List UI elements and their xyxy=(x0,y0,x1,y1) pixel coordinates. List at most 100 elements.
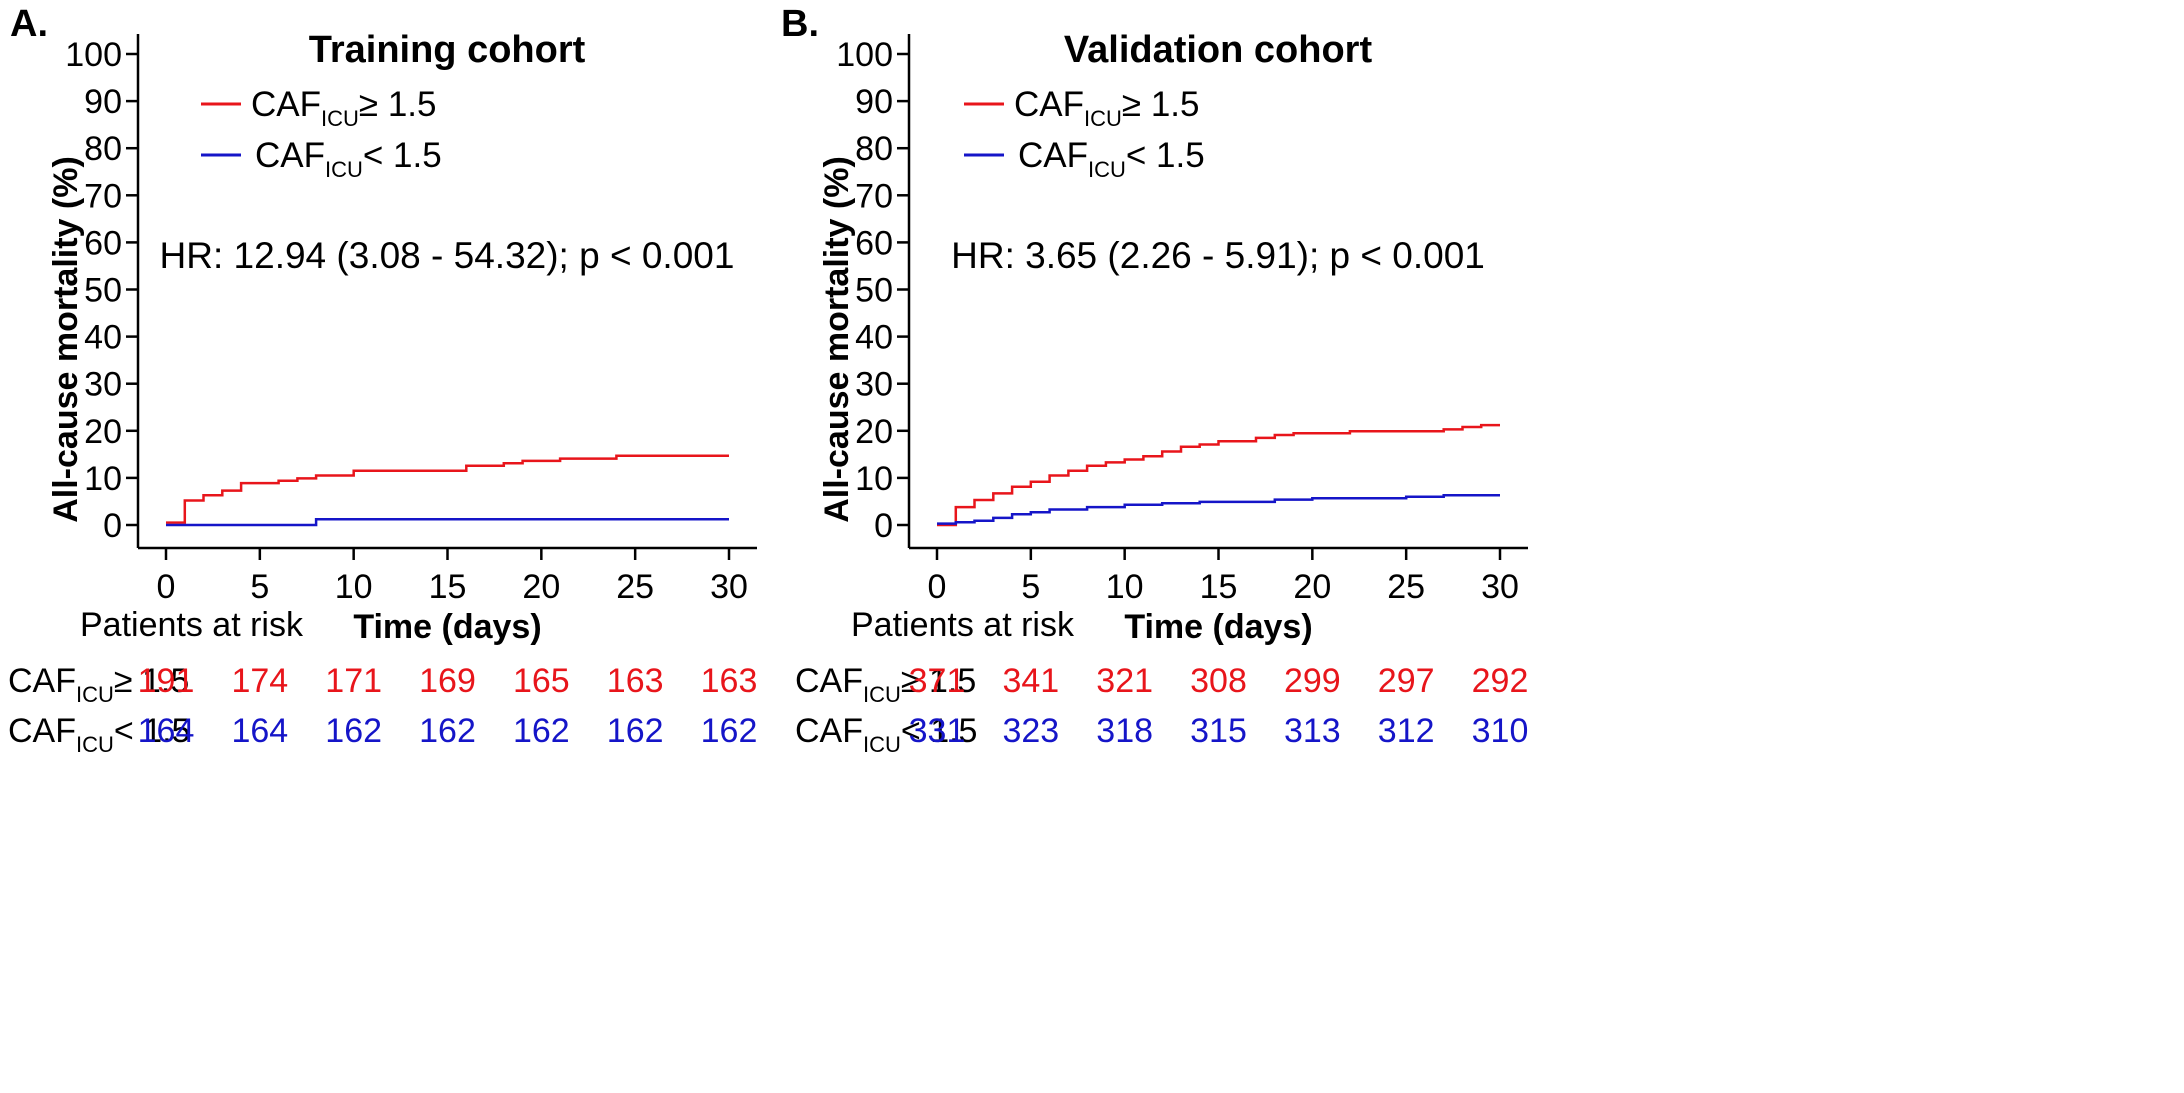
risk-count: 318 xyxy=(1096,712,1153,750)
risk-count: 163 xyxy=(701,662,758,700)
risk-count: 313 xyxy=(1284,712,1341,750)
risk-row-label-low-subscript: ICU xyxy=(76,732,114,757)
risk-row-label-high-subscript: ICU xyxy=(76,682,114,707)
x-tick-label: 5 xyxy=(1021,568,1040,606)
y-tick-label: 90 xyxy=(84,83,122,121)
y-tick-label: 40 xyxy=(855,319,893,357)
y-tick-label: 40 xyxy=(84,319,122,357)
legend-label-high-subscript: ICU xyxy=(321,106,359,131)
panel-training: A. Training cohort 0 10 20 30 40 50 60 70 80 90 100 0… xyxy=(8,3,757,757)
x-axis-title: Time (days) xyxy=(1124,608,1312,646)
y-tick-label: 50 xyxy=(84,272,122,310)
y-tick-label: 30 xyxy=(855,366,893,404)
risk-count: 292 xyxy=(1472,662,1529,700)
y-tick-label: 10 xyxy=(84,460,122,498)
x-tick-label: 30 xyxy=(710,568,748,606)
risk-count: 164 xyxy=(138,712,195,750)
risk-count: 165 xyxy=(513,662,570,700)
km-curve-high-risk xyxy=(166,454,729,524)
legend-label-low: CAFICU< 1.5 xyxy=(255,136,442,182)
x-tick-label: 15 xyxy=(429,568,467,606)
x-tick-label: 20 xyxy=(522,568,560,606)
risk-count: 163 xyxy=(607,662,664,700)
legend-label-high: CAFICU≥ 1.5 xyxy=(1014,85,1199,131)
risk-count: 164 xyxy=(231,712,288,750)
y-tick-label: 50 xyxy=(855,272,893,310)
hazard-ratio-annotation: HR: 12.94 (3.08 - 54.32); p < 0.001 xyxy=(160,235,735,276)
x-axis-title: Time (days) xyxy=(353,608,541,646)
risk-count: 310 xyxy=(1472,712,1529,750)
y-tick-label: 60 xyxy=(84,224,122,262)
risk-count: 321 xyxy=(1096,662,1153,700)
risk-row-label-low-base: CAF xyxy=(795,712,863,750)
risk-row-label-high-subscript: ICU xyxy=(863,682,901,707)
y-tick-label: 10 xyxy=(855,460,893,498)
legend-label-low-base: CAF xyxy=(255,136,325,175)
risk-row-label-low-subscript: ICU xyxy=(863,732,901,757)
legend-label-high-base: CAF xyxy=(1014,85,1084,124)
risk-row-label-high-base: CAF xyxy=(795,662,863,700)
legend-label-high-subscript: ICU xyxy=(1084,106,1122,131)
risk-count: 162 xyxy=(325,712,382,750)
y-tick-label: 0 xyxy=(103,507,122,545)
risk-count: 371 xyxy=(909,662,966,700)
risk-row-label-high: CAFICU≥ 1.5 xyxy=(8,662,189,707)
risk-count: 331 xyxy=(909,712,966,750)
risk-table-header: Patients at risk xyxy=(851,606,1075,644)
risk-table-header: Patients at risk xyxy=(80,606,304,644)
legend-label-low-base: CAF xyxy=(1018,136,1088,175)
risk-count: 312 xyxy=(1378,712,1435,750)
chart-title: Training cohort xyxy=(309,29,586,71)
y-tick-label: 20 xyxy=(855,413,893,451)
risk-row-label-low: CAFICU< 1.5 xyxy=(795,712,977,757)
y-tick-label: 80 xyxy=(84,130,122,168)
risk-count: 299 xyxy=(1284,662,1341,700)
legend-label-low-threshold: < 1.5 xyxy=(363,136,442,175)
risk-row-label-high-threshold: ≥ 1.5 xyxy=(114,662,189,700)
y-tick-label: 90 xyxy=(855,83,893,121)
y-tick-label: 20 xyxy=(84,413,122,451)
risk-row-label-low-threshold: < 1.5 xyxy=(901,712,978,750)
legend-label-high: CAFICU≥ 1.5 xyxy=(251,85,436,131)
y-tick-label: 100 xyxy=(836,36,893,74)
legend-label-high-base: CAF xyxy=(251,85,321,124)
x-tick-label: 0 xyxy=(157,568,176,606)
y-tick-label: 70 xyxy=(855,177,893,215)
legend-label-low-subscript: ICU xyxy=(325,157,363,182)
x-tick-label: 0 xyxy=(928,568,947,606)
y-tick-label: 100 xyxy=(65,36,122,74)
legend-label-low-threshold: < 1.5 xyxy=(1126,136,1205,175)
risk-row-label-high-base: CAF xyxy=(8,662,76,700)
y-axis-title: All-cause mortality (%) xyxy=(47,156,85,523)
chart-title: Validation cohort xyxy=(1064,29,1373,71)
risk-row-label-low: CAFICU< 1.5 xyxy=(8,712,190,757)
x-tick-label: 10 xyxy=(335,568,373,606)
x-tick-label: 15 xyxy=(1200,568,1238,606)
x-tick-label: 25 xyxy=(1387,568,1425,606)
risk-row-label-high: CAFICU≥ 1.5 xyxy=(795,662,976,707)
risk-count: 174 xyxy=(231,662,288,700)
km-curve-high-risk xyxy=(937,423,1500,527)
risk-count: 308 xyxy=(1190,662,1247,700)
x-tick-label: 25 xyxy=(616,568,654,606)
risk-count: 171 xyxy=(325,662,382,700)
legend-label-high-threshold: ≥ 1.5 xyxy=(1122,85,1200,124)
km-curve-low-risk xyxy=(937,494,1500,525)
legend-label-high-threshold: ≥ 1.5 xyxy=(359,85,437,124)
risk-count: 162 xyxy=(419,712,476,750)
y-tick-label: 80 xyxy=(855,130,893,168)
hazard-ratio-annotation: HR: 3.65 (2.26 - 5.91); p < 0.001 xyxy=(951,235,1485,276)
panel-label: B. xyxy=(781,3,819,45)
risk-count: 169 xyxy=(419,662,476,700)
legend-label-low-subscript: ICU xyxy=(1088,157,1126,182)
x-tick-label: 10 xyxy=(1106,568,1144,606)
y-tick-label: 60 xyxy=(855,224,893,262)
y-tick-label: 0 xyxy=(874,507,893,545)
y-tick-label: 30 xyxy=(84,366,122,404)
x-tick-label: 30 xyxy=(1481,568,1519,606)
risk-count: 323 xyxy=(1002,712,1059,750)
risk-count: 191 xyxy=(138,662,195,700)
panel-label: A. xyxy=(10,3,48,45)
km-curve-low-risk xyxy=(166,518,729,527)
